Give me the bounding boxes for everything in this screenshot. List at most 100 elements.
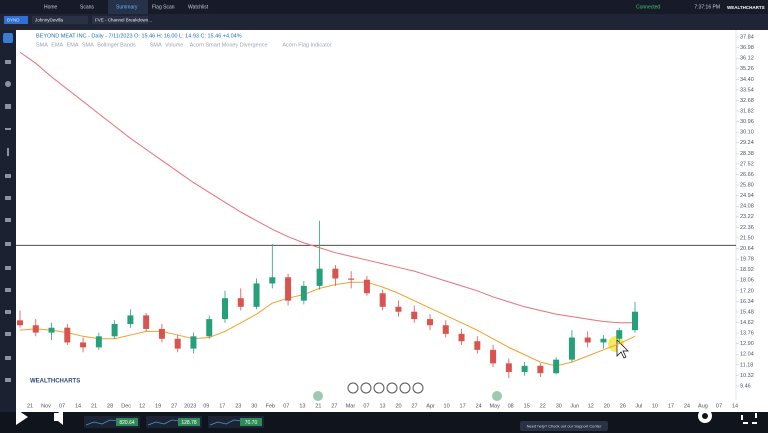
event-marker[interactable]	[313, 391, 323, 401]
y-tick-label: 18.06	[740, 278, 754, 284]
candle-body	[285, 277, 292, 301]
y-tick-label: 12.90	[740, 341, 754, 347]
symbol-tab-label: BYND	[7, 18, 20, 23]
fullscreen-button[interactable]	[741, 408, 757, 424]
indicator-label[interactable]: SMA	[150, 42, 162, 48]
tool-icon[interactable]	[5, 378, 11, 382]
indicator-label[interactable]: SMA	[36, 42, 48, 48]
tool-icon[interactable]	[5, 356, 11, 360]
y-tick-label: 35.26	[740, 66, 754, 72]
symbol-bar	[0, 14, 768, 30]
indicator-label[interactable]: SMA	[82, 42, 94, 48]
indicator-label[interactable]: Volume	[165, 42, 183, 48]
tool-icon[interactable]	[5, 266, 11, 270]
chart-title: BEYOND MEAT INC - Daily - 7/11/2023 O: 1…	[36, 33, 242, 39]
y-tick-label: 10.32	[740, 373, 754, 379]
y-tick-label: 23.22	[740, 214, 754, 220]
candle-body	[442, 325, 449, 334]
y-tick-label: 13.76	[740, 331, 754, 337]
event-marker[interactable]	[492, 391, 502, 401]
y-tick-label: 20.64	[740, 246, 754, 252]
tool-icon[interactable]	[5, 332, 11, 336]
x-tick-label: 28	[107, 403, 113, 409]
indicator-label[interactable]: Acorn Flag Indicator	[282, 42, 331, 48]
symbol-tab[interactable]	[4, 16, 28, 24]
nav-tab[interactable]: Scans	[80, 4, 94, 10]
candle-body	[505, 363, 512, 372]
help-banner[interactable]	[520, 421, 608, 431]
tool-icon[interactable]	[5, 81, 11, 87]
x-tick-label: Mar	[346, 403, 356, 409]
nav-tab[interactable]: Watchlist	[188, 4, 209, 10]
candle-body	[411, 311, 418, 320]
candle-body	[17, 320, 23, 326]
symbol-tab-label: FVE - Channel Breakdown...	[95, 18, 152, 23]
x-tick-label: 14	[732, 403, 738, 409]
tool-icon[interactable]	[5, 174, 11, 178]
x-tick-label: 13	[299, 403, 305, 409]
zoom-button[interactable]	[412, 382, 424, 394]
candle-body	[111, 324, 118, 337]
zoom-button[interactable]	[373, 382, 385, 394]
y-tick-label: 29.24	[740, 140, 754, 146]
symbol-tab[interactable]	[92, 16, 148, 24]
zoom-button[interactable]	[399, 382, 411, 394]
y-tick-label: 30.10	[740, 130, 754, 136]
candle-body	[537, 365, 544, 374]
y-tick-label: 34.40	[740, 77, 754, 83]
tool-icon[interactable]	[5, 196, 11, 200]
play-button[interactable]	[16, 409, 28, 425]
x-tick-label: 24	[684, 403, 690, 409]
y-tick-label: 24.94	[740, 193, 754, 199]
x-tick-label: 07	[283, 403, 289, 409]
connection-status: Connected	[636, 4, 660, 10]
tool-icon[interactable]	[5, 242, 11, 246]
zoom-button[interactable]	[347, 382, 359, 394]
tool-icon[interactable]	[5, 288, 11, 292]
x-tick-label: 10	[652, 403, 658, 409]
indicator-label[interactable]: Acorn Smart Money Divergence	[190, 42, 268, 48]
x-tick-label: 17	[219, 403, 225, 409]
indicator-label[interactable]: Bollinger Bands	[97, 42, 136, 48]
x-tick-label: 24	[476, 403, 482, 409]
x-tick-label: 09	[203, 403, 209, 409]
x-tick-label: 07	[363, 403, 369, 409]
nav-tab[interactable]: Summary	[116, 4, 138, 10]
zoom-button[interactable]	[386, 382, 398, 394]
tool-icon[interactable]	[5, 104, 11, 109]
tool-icon[interactable]	[5, 128, 11, 130]
help-text: Need help? Check out our Support Center	[527, 424, 602, 429]
volume-button[interactable]	[54, 409, 63, 425]
indicator-label[interactable]: EMA	[51, 42, 63, 48]
x-tick-label: 12	[139, 403, 145, 409]
x-tick-label: Jun	[570, 403, 579, 409]
x-tick-label: Jul	[635, 403, 642, 409]
candle-body	[458, 333, 465, 342]
tool-button[interactable]	[3, 33, 13, 43]
tool-icon[interactable]	[5, 60, 11, 64]
y-tick-label: 9.46	[740, 383, 751, 389]
candle-body	[32, 325, 39, 333]
tool-icon[interactable]	[7, 148, 9, 156]
nav-tab[interactable]: Home	[44, 4, 58, 10]
y-tick-label: 31.82	[740, 108, 754, 114]
candle-body	[521, 365, 528, 372]
y-tick-label: 21.50	[740, 235, 754, 241]
moving-average	[19, 51, 635, 324]
candle-body	[237, 298, 244, 307]
symbol-tab[interactable]	[32, 16, 88, 24]
settings-hole	[702, 413, 708, 419]
y-tick-label: 14.62	[740, 320, 754, 326]
x-tick-label: Nov	[41, 403, 51, 409]
y-tick-label: 37.84	[740, 34, 754, 40]
zoom-button[interactable]	[360, 382, 372, 394]
x-tick-label: 12	[588, 403, 594, 409]
tool-icon[interactable]	[5, 218, 11, 222]
indicator-label[interactable]: EMA	[67, 42, 79, 48]
tool-icon[interactable]	[5, 310, 11, 314]
watermark: WEALTHCHARTS	[30, 379, 80, 385]
y-tick-label: 22.36	[740, 225, 754, 231]
candle-body	[332, 268, 339, 279]
nav-tab[interactable]: Flag Scan	[152, 4, 175, 10]
